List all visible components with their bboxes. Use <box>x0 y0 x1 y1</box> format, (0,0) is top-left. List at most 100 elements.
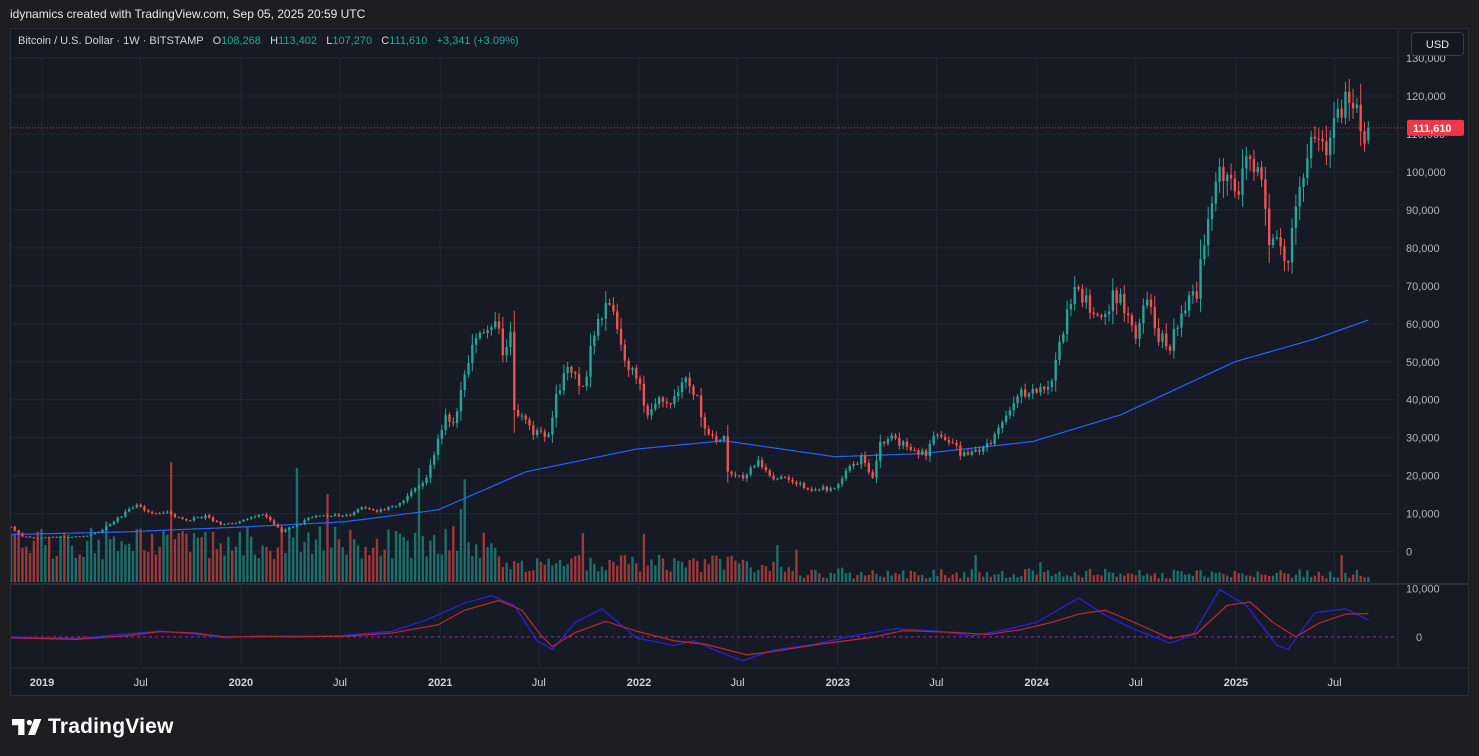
candle-body <box>482 332 485 334</box>
candle-body <box>1168 346 1172 351</box>
volume-bar <box>711 555 714 582</box>
candle-body <box>555 393 558 418</box>
candle-body <box>295 524 299 527</box>
candle-body <box>612 304 615 312</box>
volume-bar <box>135 529 139 582</box>
volume-bar <box>642 533 646 582</box>
price-tick-label: 100,000 <box>1406 167 1446 179</box>
candle-body <box>280 527 283 532</box>
price-tick-label: 60,000 <box>1406 319 1440 331</box>
candle-body <box>799 483 802 485</box>
candle-body <box>387 507 390 510</box>
volume-bar <box>635 563 638 582</box>
volume-bar <box>169 462 173 582</box>
time-tick-label: Jul <box>1328 677 1342 689</box>
time-tick-label: Jul <box>731 677 745 689</box>
time-tick-label: Jul <box>1129 677 1143 689</box>
candle-body <box>59 536 62 538</box>
candle-body <box>276 524 280 528</box>
volume-bar <box>196 537 200 582</box>
candle-body <box>108 524 112 527</box>
candle-body <box>501 328 505 356</box>
candle-body <box>631 367 634 370</box>
volume-bar <box>810 569 813 582</box>
volume-bar <box>882 577 886 582</box>
candle-body <box>196 517 200 519</box>
volume-bar <box>1043 572 1046 582</box>
candle-body <box>1233 178 1237 192</box>
candle-body <box>311 517 314 519</box>
volume-bar <box>78 554 81 582</box>
candle-body <box>11 526 13 528</box>
candle-body <box>1073 286 1076 305</box>
candle-body <box>185 518 188 521</box>
candle-body <box>1119 293 1122 303</box>
candle-body <box>1065 309 1069 334</box>
chart-attribution: idynamics created with TradingView.com, … <box>10 7 366 21</box>
high-label: H <box>270 35 279 47</box>
candle-body <box>158 513 161 515</box>
symbol-legend[interactable]: Bitcoin / U.S. Dollar · 1W · BITSTAMP O1… <box>18 35 519 47</box>
candle-body <box>1165 333 1168 347</box>
candle-body <box>265 514 268 518</box>
volume-bar <box>1050 575 1054 582</box>
candle-body <box>478 332 482 339</box>
volume-bar <box>154 554 158 582</box>
candle-body <box>810 489 813 491</box>
volume-bar <box>166 534 169 582</box>
volume-bar <box>1180 571 1183 582</box>
volume-bar <box>1252 576 1256 582</box>
volume-bar <box>1157 578 1160 582</box>
volume-bar <box>970 569 973 582</box>
price-axis[interactable]: 130,000120,000110,000100,00090,00080,000… <box>1406 53 1446 559</box>
candle-body <box>955 442 958 446</box>
candle-body <box>600 318 604 320</box>
oscillator-axis[interactable]: 10,000 0 <box>1406 583 1440 643</box>
volume-bar <box>1218 572 1221 582</box>
volume-bar <box>604 570 607 582</box>
volume-bar <box>1298 569 1301 582</box>
candle-body <box>1298 187 1301 207</box>
volume-bar <box>200 537 203 582</box>
time-axis[interactable]: 2019 Jul 2020 Jul 2021 Jul 2022 Jul 2023 Jul 2024 J… <box>30 677 1342 689</box>
candle-body <box>394 505 398 507</box>
candle-body <box>1271 238 1275 246</box>
candle-body <box>913 450 916 452</box>
candle-body <box>40 537 43 539</box>
volume-bar <box>444 528 447 582</box>
candle-body <box>909 446 912 451</box>
candle-body <box>1279 237 1282 247</box>
high-value: 113,402 <box>278 35 318 47</box>
candle-body <box>783 476 787 478</box>
candle-body <box>166 511 169 513</box>
volume-bar <box>844 573 848 582</box>
volume-bar <box>699 572 703 582</box>
volume-bar <box>562 566 566 582</box>
volume-bar <box>1119 573 1122 582</box>
price-tick-label: 70,000 <box>1406 281 1440 293</box>
volume-bar <box>692 558 695 582</box>
currency-button[interactable]: USD <box>1411 32 1464 56</box>
volume-bar <box>757 570 760 582</box>
volume-bar <box>326 493 329 582</box>
candle-body <box>204 515 207 519</box>
candle-body <box>47 537 51 539</box>
candle-body <box>1180 313 1183 328</box>
volume-bar <box>1130 573 1134 582</box>
volume-bar <box>116 550 119 582</box>
volume-bar <box>516 563 520 582</box>
volume-bar <box>616 565 619 582</box>
volume-bar <box>673 558 676 582</box>
volume-bar <box>1084 570 1088 582</box>
candle-body <box>894 435 897 438</box>
volume-bar <box>619 555 623 582</box>
candle-body <box>795 481 798 485</box>
candle-body <box>1325 141 1328 156</box>
volume-bar <box>734 560 737 582</box>
candle-body <box>242 519 245 522</box>
volume-bar <box>341 547 344 582</box>
volume-bar <box>1348 577 1351 582</box>
price-tick-label: 20,000 <box>1406 471 1440 483</box>
volume-bar <box>772 561 775 582</box>
